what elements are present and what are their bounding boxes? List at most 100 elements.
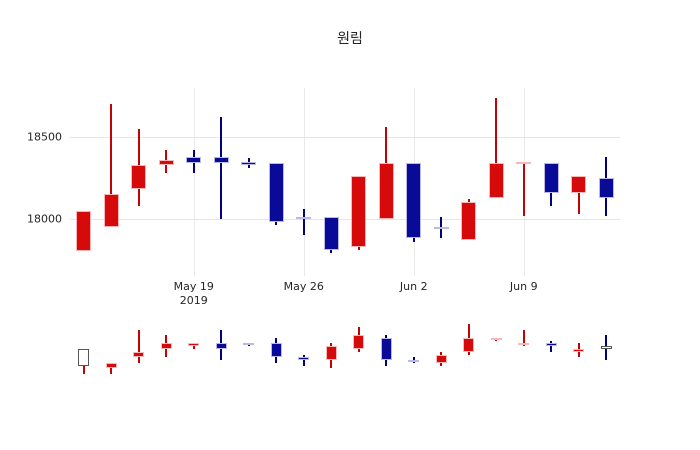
candle-wick [495, 97, 498, 198]
candle-body [215, 343, 227, 349]
candlestick [70, 88, 620, 276]
candle-body [133, 351, 145, 358]
candlestick [70, 318, 620, 380]
candle-body [543, 163, 559, 193]
x-tick-label-text: May 26 [283, 280, 324, 293]
x-tick-label-text: Jun 2 [399, 280, 428, 293]
candle-body [268, 163, 284, 223]
candle-wick [577, 176, 580, 214]
candle-wick [302, 208, 305, 236]
candle-body [463, 337, 475, 352]
candlestick [70, 88, 620, 276]
candlestick [70, 318, 620, 380]
candlestick [70, 88, 620, 276]
candle-body [188, 343, 200, 347]
candle-body [516, 161, 532, 164]
candlestick [70, 88, 620, 276]
candle-wick [220, 117, 223, 219]
candlestick [70, 318, 620, 380]
candlestick [70, 318, 620, 380]
candle-body [600, 346, 612, 349]
candle-body [351, 176, 367, 247]
candle-body [243, 343, 255, 346]
candlestick [70, 88, 620, 276]
gridline-vertical [303, 88, 305, 276]
candle-body [435, 354, 447, 363]
candle-body [76, 210, 92, 252]
candle-body [325, 346, 337, 361]
candlestick [70, 88, 620, 276]
candle-body [103, 194, 119, 227]
candlestick [70, 318, 620, 380]
y-tick-label-0: 18500 [27, 130, 62, 144]
candle-body [296, 217, 312, 220]
candlestick [70, 88, 620, 276]
gridline-horizontal [70, 218, 620, 220]
candlestick [70, 88, 620, 276]
candle-wick [412, 357, 415, 363]
candle-wick [522, 329, 525, 347]
candle-wick [522, 161, 525, 216]
candlestick [70, 88, 620, 276]
candle-body [433, 226, 449, 229]
x-tick-label-2: Jun 2 [400, 280, 428, 294]
candlestick [70, 318, 620, 380]
x-tick-label-3: Jun 9 [510, 280, 538, 294]
candlestick [70, 318, 620, 380]
candlestick [70, 88, 620, 276]
candle-body [488, 163, 504, 198]
candlestick [70, 88, 620, 276]
candlestick [70, 88, 620, 276]
candle-body [573, 349, 585, 352]
candle-body [380, 337, 392, 361]
candle-body [131, 164, 147, 190]
candle-body [571, 176, 587, 193]
candle-wick [550, 340, 553, 352]
candlestick [70, 318, 620, 380]
candlestick [70, 88, 620, 276]
candle-body [323, 217, 339, 250]
candle-body [353, 335, 365, 349]
candlestick [70, 318, 620, 380]
candlestick [70, 318, 620, 380]
candle-body [105, 362, 117, 369]
gridline-vertical [193, 88, 195, 276]
y-tick-label-1: 18000 [27, 212, 62, 226]
candlestick [70, 88, 620, 276]
candle-body [461, 202, 477, 241]
candlestick [70, 318, 620, 380]
volume-panel [70, 318, 620, 380]
candle-body [158, 159, 174, 165]
x-tick-label-1: May 26 [284, 280, 324, 294]
candle-body [78, 349, 90, 366]
candle-body [598, 177, 614, 198]
gridline-horizontal [70, 137, 620, 139]
candle-body [518, 343, 530, 346]
candle-body [545, 343, 557, 347]
candle-body [213, 156, 229, 164]
candle-wick [137, 329, 140, 363]
candle-wick [110, 104, 113, 227]
candlestick [70, 318, 620, 380]
candlestick [70, 318, 620, 380]
x-tick-label-year: 2019 [179, 294, 208, 307]
candlestick [70, 88, 620, 276]
candlestick [70, 88, 620, 276]
candlestick [70, 88, 620, 276]
candle-body [406, 163, 422, 239]
x-tick-label-0: May 19 2019 [174, 280, 214, 308]
candle-body [378, 163, 394, 219]
x-tick-label-text: Jun 9 [509, 280, 538, 293]
candle-body [186, 156, 202, 164]
price-panel [70, 88, 620, 276]
candlestick [70, 318, 620, 380]
candlestick [70, 88, 620, 276]
candlestick [70, 88, 620, 276]
candle-body [270, 343, 282, 358]
candlestick [70, 318, 620, 380]
candlestick [70, 318, 620, 380]
candlestick [70, 318, 620, 380]
candlestick [70, 318, 620, 380]
candle-body [241, 161, 257, 165]
